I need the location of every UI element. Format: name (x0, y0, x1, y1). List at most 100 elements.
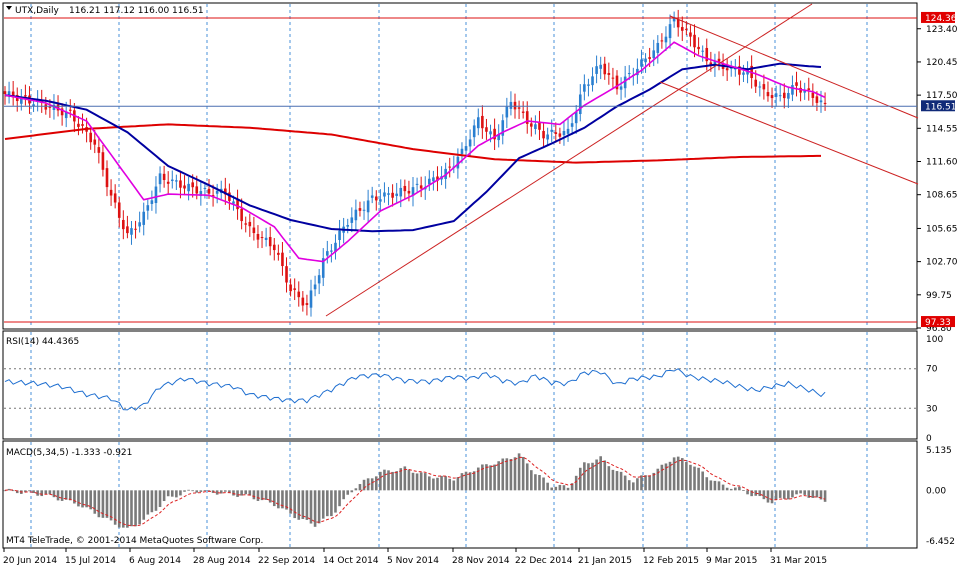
candle-body (566, 128, 570, 134)
candle-body (689, 32, 692, 37)
macd-bar (3, 490, 7, 492)
candle-body (109, 189, 113, 196)
macd-bar (142, 490, 146, 520)
macd-bar (362, 479, 366, 491)
macd-bar (342, 490, 345, 500)
macd-bar (73, 490, 76, 504)
candle-body (676, 19, 680, 28)
macd-bar (823, 490, 827, 502)
candle-body (664, 36, 668, 43)
candle-body (603, 63, 607, 75)
macd-bar (354, 488, 358, 491)
macd-bar (101, 490, 105, 518)
candle-body (501, 120, 505, 136)
level-low-tag: 97.33 (925, 318, 951, 328)
time-tick-label: 28 Nov 2014 (452, 556, 510, 566)
candle-body (538, 121, 541, 130)
macd-bar (734, 487, 737, 491)
macd-bar (758, 490, 762, 497)
macd-bar (595, 459, 598, 491)
candle-body (244, 223, 248, 225)
candle-body (554, 132, 558, 135)
macd-bar (636, 478, 639, 491)
macd-bar (534, 474, 537, 491)
trend-line[interactable] (669, 15, 919, 119)
candle-body (623, 76, 627, 89)
candle-body (97, 147, 101, 153)
macd-bar (391, 471, 394, 491)
candle-body (170, 179, 174, 181)
candle-body (403, 185, 407, 192)
macd-bar (493, 464, 496, 491)
macd-bar (440, 475, 443, 491)
macd-bar (44, 490, 48, 495)
candle-body (264, 237, 268, 240)
macd-bar (154, 490, 158, 511)
ma-mid-line (4, 62, 822, 233)
macd-bar (370, 478, 374, 491)
macd-bar (32, 490, 35, 494)
candle-body (774, 93, 778, 97)
macd-bar (680, 458, 684, 491)
candle-body (293, 288, 296, 290)
candle-body (305, 303, 309, 305)
candle-body (493, 128, 496, 140)
ma-slow-line (4, 123, 821, 164)
level-current-tag: 116.51 (925, 102, 957, 112)
macd-histogram (3, 453, 827, 528)
macd-bar (403, 466, 407, 491)
macd-bar (105, 490, 109, 518)
macd-bar (150, 490, 154, 513)
macd-bar (652, 472, 656, 491)
candle-body (787, 93, 790, 99)
macd-bar (525, 463, 529, 491)
macd-bar (256, 490, 260, 501)
candle-body (113, 193, 117, 203)
macd-bar (485, 464, 488, 491)
macd-bar (770, 490, 774, 504)
macd-bar (799, 490, 802, 494)
candle-body (607, 73, 611, 75)
macd-bar (583, 462, 586, 491)
macd-bar (676, 456, 680, 491)
macd-bar (554, 486, 558, 491)
candle-body (705, 47, 709, 62)
macd-bar (158, 490, 162, 508)
candle-body (778, 95, 782, 97)
rsi-pane[interactable] (2, 330, 918, 440)
price-pane[interactable] (2, 2, 918, 330)
candle-body (521, 111, 525, 113)
candle-body (513, 101, 517, 110)
macd-bar (521, 456, 525, 491)
macd-tick-label: -6.452 (926, 537, 955, 547)
macd-bar (179, 490, 182, 496)
candle-body (134, 228, 137, 230)
macd-bar (317, 490, 321, 524)
macd-bar (264, 490, 268, 500)
trend-line[interactable] (659, 81, 919, 185)
macd-bar (452, 480, 456, 491)
macd-bar (117, 490, 121, 528)
macd-bar (497, 461, 500, 491)
macd-bar (570, 483, 574, 491)
macd-bar (558, 484, 562, 491)
macd-bar (383, 469, 386, 491)
rsi-path (4, 368, 826, 411)
candle-body (146, 205, 150, 211)
macd-bar (130, 490, 133, 527)
time-tick-label: 22 Sep 2014 (258, 556, 315, 566)
macd-bar (228, 490, 231, 493)
price-tick-label: 123.40 (926, 25, 958, 35)
candle-body (823, 102, 827, 104)
macd-bar (138, 490, 141, 525)
collapse-triangle-icon[interactable] (6, 6, 12, 10)
macd-bar (248, 490, 252, 496)
watermark-text: MT4 TeleTrade, © 2001-2014 MetaQuotes So… (6, 536, 263, 546)
candle-body (615, 75, 619, 90)
macd-bar (7, 488, 11, 491)
candle-body (558, 133, 562, 137)
candle-body (162, 173, 166, 181)
trend-line[interactable] (325, 3, 813, 317)
macd-bar (346, 490, 350, 495)
